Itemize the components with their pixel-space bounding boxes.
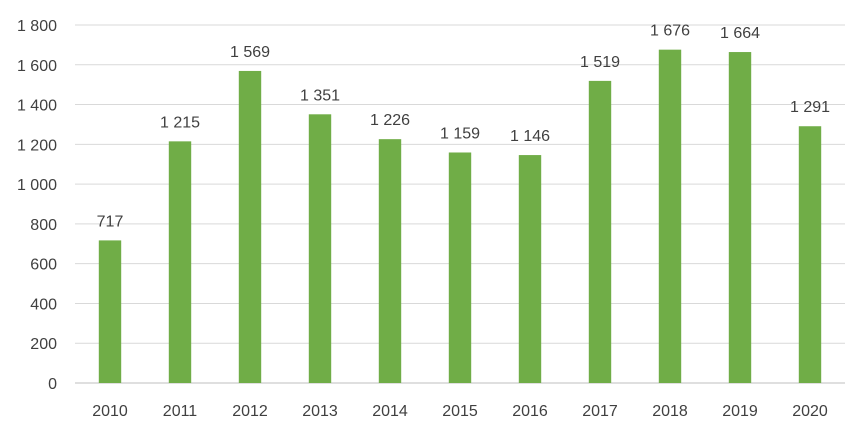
bar <box>518 155 542 383</box>
data-labels: 717 1 215 1 569 1 351 1 226 1 159 1 146 1 519 1 … <box>97 23 830 231</box>
x-tick-label: 2013 <box>302 403 338 420</box>
y-tick-label: 400 <box>30 296 57 313</box>
data-label: 1 569 <box>230 44 270 61</box>
data-label: 1 226 <box>370 112 410 129</box>
x-axis-ticks: 2010 2011 2012 2013 2014 2015 2016 2017 2018 2019… <box>92 403 828 420</box>
bar <box>238 70 262 384</box>
y-tick-label: 600 <box>30 257 57 274</box>
data-label: 1 146 <box>510 128 550 145</box>
data-label: 1 519 <box>580 54 620 71</box>
bars <box>98 49 822 384</box>
bar <box>168 141 192 383</box>
x-tick-label: 2019 <box>722 403 758 420</box>
bar <box>798 126 822 384</box>
data-label: 1 215 <box>160 114 200 131</box>
y-tick-label: 1 800 <box>17 18 57 35</box>
y-tick-label: 1 400 <box>17 98 57 115</box>
x-tick-label: 2015 <box>442 403 478 420</box>
bar <box>378 139 402 383</box>
x-tick-label: 2020 <box>792 403 828 420</box>
x-tick-label: 2011 <box>163 403 198 420</box>
bar <box>308 114 332 383</box>
data-label: 1 291 <box>790 99 830 116</box>
x-tick-label: 2012 <box>232 403 268 420</box>
bar <box>658 49 682 383</box>
data-label: 1 351 <box>300 87 340 104</box>
y-tick-label: 1 200 <box>17 137 57 154</box>
x-tick-label: 2018 <box>652 403 688 420</box>
y-tick-label: 0 <box>48 376 57 393</box>
bar <box>588 80 612 383</box>
y-tick-label: 200 <box>30 336 57 353</box>
data-label: 1 676 <box>650 23 690 40</box>
bar <box>448 152 472 383</box>
data-label: 1 159 <box>440 125 480 142</box>
y-axis-ticks: 0 200 400 600 800 1 000 1 200 1 400 1 600 1 800 <box>17 18 57 393</box>
data-label: 1 664 <box>720 25 760 42</box>
y-tick-label: 800 <box>30 217 57 234</box>
data-label: 717 <box>97 213 124 230</box>
bar <box>728 52 752 383</box>
y-tick-label: 1 000 <box>17 177 57 194</box>
x-tick-label: 2016 <box>512 403 548 420</box>
x-tick-label: 2014 <box>372 403 408 420</box>
y-tick-label: 1 600 <box>17 58 57 75</box>
x-tick-label: 2017 <box>582 403 618 420</box>
x-tick-label: 2010 <box>92 403 128 420</box>
bar <box>98 240 122 383</box>
